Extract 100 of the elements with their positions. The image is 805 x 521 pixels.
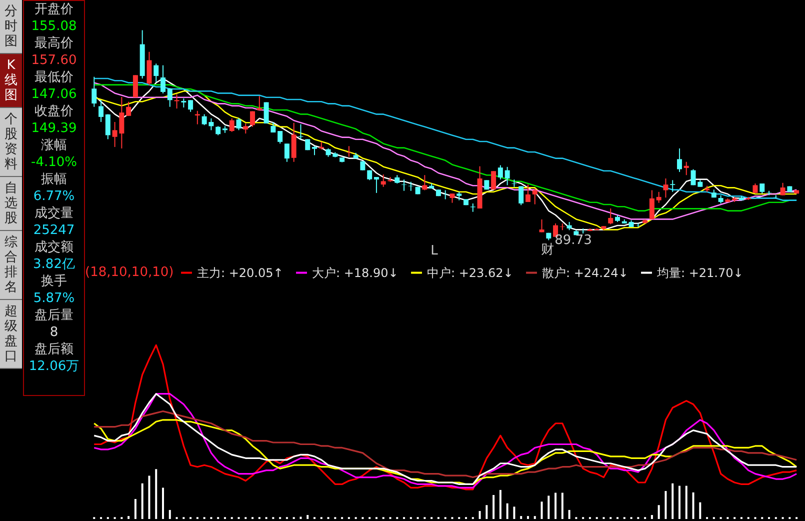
text: 147.06 xyxy=(30,86,78,103)
candlestick xyxy=(98,100,104,122)
bar xyxy=(561,492,564,519)
candlestick xyxy=(532,188,538,205)
bar xyxy=(534,516,536,519)
candlestick xyxy=(284,143,290,162)
text: 最低价 xyxy=(34,69,74,86)
tab-button: K线图 xyxy=(0,54,22,108)
text: -4.10% xyxy=(30,154,78,171)
bar xyxy=(162,488,164,519)
candlestick xyxy=(105,114,110,140)
candlestick xyxy=(539,218,544,233)
candlestick xyxy=(580,228,586,234)
candlestick xyxy=(380,174,386,188)
tab-button: 分时图 xyxy=(0,0,22,54)
candlestick xyxy=(656,191,662,204)
tab-button: 综合排名 xyxy=(0,231,22,300)
legend-label: 中户: +23.62↓ xyxy=(427,266,514,280)
text: 最高价 xyxy=(34,35,74,52)
bar xyxy=(568,510,570,519)
text: 成交额 xyxy=(34,239,74,256)
legend-label: 均量: +21.70↓ xyxy=(656,266,744,280)
candlestick xyxy=(167,88,172,108)
text: L xyxy=(430,244,439,259)
candlestick xyxy=(684,161,689,176)
candlestick xyxy=(250,110,256,128)
tab-button: 自选股 xyxy=(0,177,22,231)
text: 5.87% xyxy=(32,290,76,307)
candlestick xyxy=(346,146,352,158)
candlestick xyxy=(188,100,194,112)
candlestick xyxy=(649,190,654,220)
bar xyxy=(699,502,702,519)
bar xyxy=(492,495,495,519)
bar xyxy=(554,492,557,519)
bar xyxy=(548,496,550,519)
candlestick xyxy=(498,164,503,180)
text: 155.08 xyxy=(30,18,78,35)
candlestick xyxy=(236,118,242,131)
candlestick xyxy=(243,122,248,134)
bar xyxy=(148,476,150,519)
text: 8 xyxy=(48,324,60,341)
legend-label: 主力: +20.05↑ xyxy=(197,266,284,280)
candlestick xyxy=(256,96,262,111)
candlestick xyxy=(229,118,234,132)
candlestick xyxy=(126,101,132,116)
text: 6.77% xyxy=(32,188,76,205)
bar xyxy=(499,490,502,519)
candlestick xyxy=(181,98,186,108)
text: 振幅 xyxy=(40,171,68,188)
candlestick xyxy=(264,102,269,124)
candlestick xyxy=(752,183,758,194)
text: 开盘价 xyxy=(34,1,74,18)
candlestick xyxy=(422,174,428,191)
candlestick xyxy=(278,130,283,144)
text: 财 xyxy=(540,242,554,258)
tab-button: 超级盘口 xyxy=(0,300,22,369)
bar xyxy=(486,505,488,519)
candlestick xyxy=(154,63,159,82)
candlestick xyxy=(360,160,366,171)
bar xyxy=(658,505,660,519)
bar xyxy=(128,516,130,519)
candlestick xyxy=(160,64,166,94)
candlestick xyxy=(291,122,296,162)
candlestick xyxy=(518,186,524,206)
candlestick xyxy=(504,166,510,186)
text: 157.60 xyxy=(30,52,78,69)
text: 3.82亿 xyxy=(32,256,76,273)
legend-label: 大户: +18.90↓ xyxy=(312,266,398,280)
candlestick xyxy=(374,176,379,194)
candlestick xyxy=(450,193,455,204)
bar xyxy=(134,499,136,519)
candlestick xyxy=(525,184,530,202)
candlestick xyxy=(146,51,152,86)
bar xyxy=(672,483,674,519)
bar xyxy=(650,515,653,519)
candlestick xyxy=(512,179,517,188)
candlestick xyxy=(194,110,200,125)
text: 换手 xyxy=(40,273,68,290)
candlestick xyxy=(491,170,496,190)
candlestick xyxy=(663,178,668,198)
bar xyxy=(685,486,688,519)
text: 12.06万 xyxy=(28,358,80,375)
bar xyxy=(540,502,543,519)
candlestick xyxy=(216,126,221,136)
text: 25247 xyxy=(32,222,76,239)
candlestick xyxy=(670,180,676,192)
candlestick xyxy=(174,94,180,110)
candlestick xyxy=(402,179,407,192)
bar xyxy=(141,483,144,519)
tab-button: 个股资料 xyxy=(0,108,22,177)
bar xyxy=(168,510,171,519)
candlestick xyxy=(270,122,276,133)
text: 收盘价 xyxy=(34,103,74,120)
candlestick xyxy=(92,76,97,108)
bar xyxy=(526,516,529,519)
text: 149.39 xyxy=(30,120,78,137)
text: 成交量 xyxy=(34,205,74,222)
bar xyxy=(678,486,680,519)
text: 盘后量 xyxy=(34,307,74,324)
candlestick xyxy=(132,74,138,98)
